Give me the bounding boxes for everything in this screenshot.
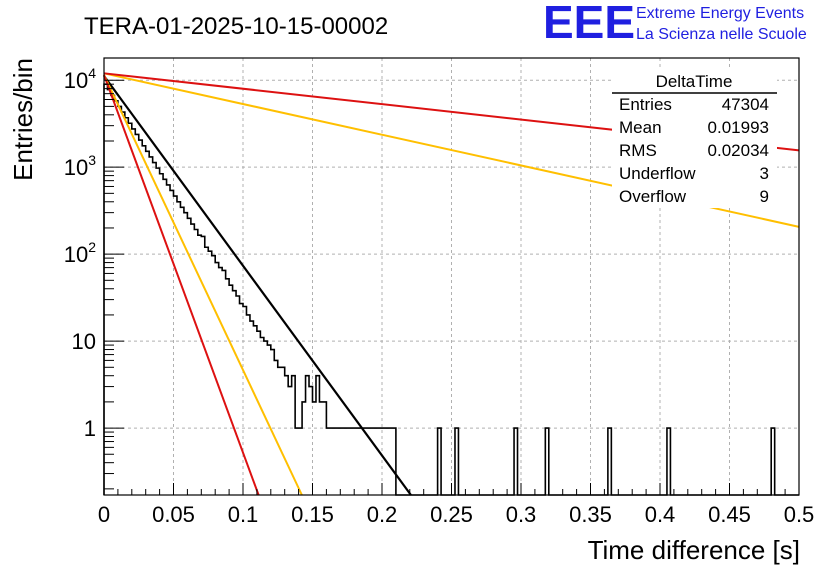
y-tick-label: 1 [84,416,96,441]
x-tick-label: 0.2 [367,502,398,527]
stats-title: DeltaTime [656,72,733,91]
y-tick-label: 103 [64,152,96,180]
stats-label-overflow: Overflow [619,187,687,206]
stats-label-rms: RMS [619,141,657,160]
stats-label-underflow: Underflow [619,164,696,183]
stats-value-overflow: 9 [760,187,769,206]
stats-box: DeltaTime Entries 47304 Mean 0.01993 RMS… [612,68,777,208]
x-tick-label: 0.25 [430,502,473,527]
tick-layer: 0 0.05 0.1 0.15 0.2 0.25 0.3 0.35 0.4 0.45 0.5 1 10 1… [64,65,815,527]
x-tick-label: 0.1 [228,502,259,527]
x-tick-label: 0.15 [291,502,334,527]
x-tick-label: 0.4 [645,502,676,527]
fit-curve-black-fit [103,75,412,496]
fit-curve-orange-steep [103,74,303,496]
x-tick-label: 0.3 [506,502,537,527]
y-tick-label: 104 [64,65,96,93]
stats-value-entries: 47304 [722,95,769,114]
logo-line1: Extreme Energy Events [636,5,804,22]
x-axis-label: Time difference [s] [588,535,800,565]
y-axis-label: Entries/bin [8,58,38,181]
stats-label-mean: Mean [619,118,662,137]
stats-value-mean: 0.01993 [708,118,769,137]
x-tick-label: 0.05 [152,502,195,527]
stats-value-underflow: 3 [760,164,769,183]
stats-label-entries: Entries [619,95,672,114]
x-tick-label: 0 [98,502,110,527]
logo-line2: La Scienza nelle Scuole [636,26,807,43]
x-tick-label: 0.45 [708,502,751,527]
x-tick-label: 0.35 [569,502,612,527]
stats-box-bg [612,68,777,208]
chart-title: TERA-01-2025-10-15-00002 [84,13,388,40]
eee-logo-text: EEE [543,0,635,48]
x-tick-label: 0.5 [784,502,815,527]
fit-curve-red-steep [103,74,260,496]
y-tick-label: 102 [64,239,96,267]
stats-value-rms: 0.02034 [708,141,769,160]
y-tick-label: 10 [72,329,96,354]
